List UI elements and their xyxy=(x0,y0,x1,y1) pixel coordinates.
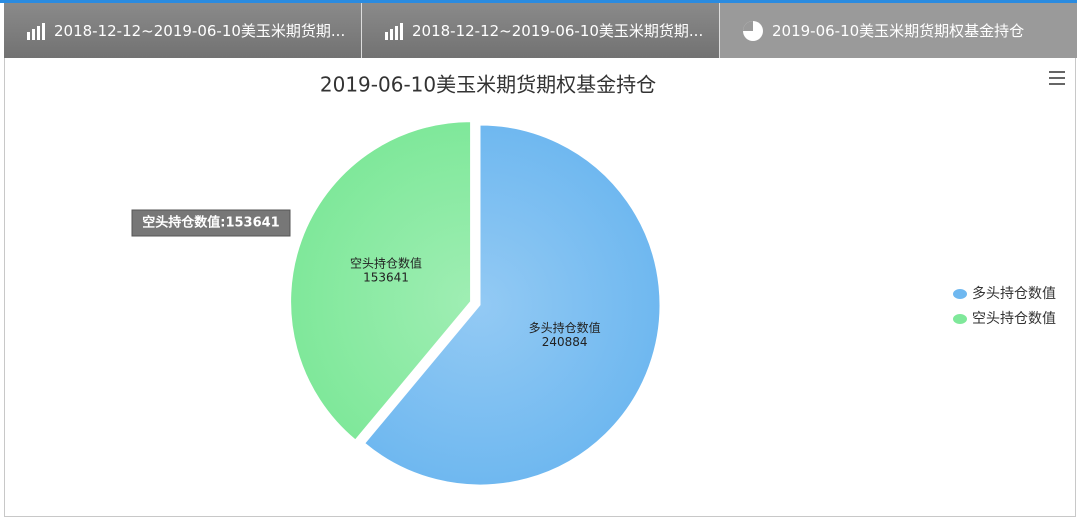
chart: 2019-06-10美玉米期货期权基金持仓 多头持仓数值240884空头持仓数值… xyxy=(131,71,1065,486)
legend-label: 空头持仓数值 xyxy=(972,311,1056,327)
tab[interactable]: 2018-12-12~2019-06-10美玉米期货期... xyxy=(362,3,720,58)
tab-label: 2019-06-10美玉米期货期权基金持仓 xyxy=(772,22,1025,40)
data-label-name: 空头持仓数值 xyxy=(350,255,422,270)
data-label-value: 240884 xyxy=(542,335,588,349)
bar-icon xyxy=(385,22,403,40)
legend-marker xyxy=(953,289,967,299)
data-label-name: 多头持仓数值 xyxy=(529,320,601,335)
top-line xyxy=(0,0,1077,3)
pie-slice xyxy=(364,124,661,486)
tab[interactable]: 2018-12-12~2019-06-10美玉米期货期... xyxy=(4,3,362,58)
chart-title: 2019-06-10美玉米期货期权基金持仓 xyxy=(320,73,656,97)
menu-button[interactable] xyxy=(1049,71,1065,85)
pie-icon xyxy=(743,20,763,41)
tab[interactable]: 2019-06-10美玉米期货期权基金持仓 xyxy=(720,3,1077,58)
tooltip-box xyxy=(131,209,291,237)
tooltip: 空头持仓数值:153641 xyxy=(131,209,291,237)
tooltip-text: 空头持仓数值:153641 xyxy=(142,215,279,231)
data-label-value: 153641 xyxy=(363,270,409,284)
tab-label: 2018-12-12~2019-06-10美玉米期货期... xyxy=(54,22,346,40)
chart-panel: 2019-06-10美玉米期货期权基金持仓 多头持仓数值 240884 空头持仓数值… xyxy=(4,58,1076,517)
tab-label: 2018-12-12~2019-06-10美玉米期货期... xyxy=(412,22,704,40)
bar-icon xyxy=(27,22,45,40)
tab-bar: 2018-12-12~2019-06-10美玉米期货期... 2018-12-1… xyxy=(4,3,1077,58)
legend-label: 多头持仓数值 xyxy=(972,285,1056,302)
pie-slice xyxy=(290,121,472,441)
legend-marker xyxy=(953,314,967,324)
